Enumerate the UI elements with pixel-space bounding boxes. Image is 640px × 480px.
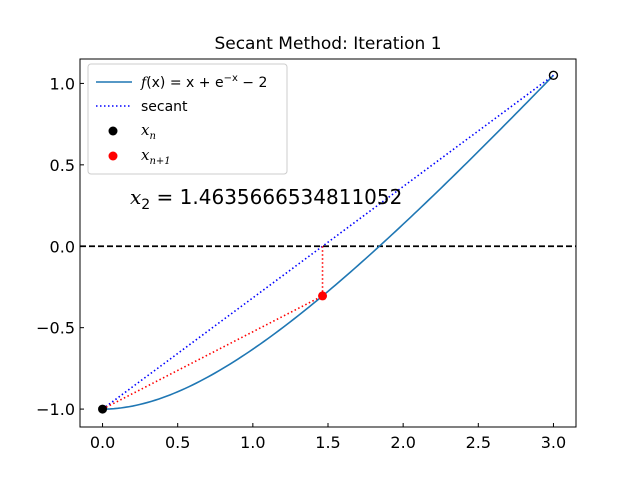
legend-xn-marker — [108, 126, 118, 136]
point-xn-plus-1 — [318, 291, 328, 301]
x-tick-label: 2.0 — [390, 433, 415, 452]
y-tick-label: −1.0 — [36, 400, 75, 419]
legend: f(x) = x + e−x − 2 secant xn xn+1 — [87, 63, 288, 175]
annotation-root-estimate: x2 = 1.4635666534811052 — [130, 185, 402, 213]
point-xn-end-hollow — [548, 70, 559, 80]
x-tick-label: 0.5 — [165, 433, 190, 452]
y-tick-label: 1.0 — [50, 74, 75, 93]
y-tick-label: −0.5 — [36, 319, 75, 338]
legend-function-label: f(x) = x + e−x − 2 — [140, 73, 267, 91]
y-tick-label: 0.5 — [50, 156, 75, 175]
x-tick-label: 3.0 — [541, 433, 566, 452]
x-tick-label: 0.0 — [90, 433, 115, 452]
chart-title: Secant Method: Iteration 1 — [214, 34, 441, 54]
data-layer — [80, 70, 576, 414]
x-tick-label: 1.0 — [240, 433, 265, 452]
legend-xn-label: xn — [141, 121, 156, 142]
legend-secant-label: secant — [141, 99, 188, 115]
secant-line — [102, 74, 554, 410]
x-tick-label: 2.5 — [466, 433, 491, 452]
legend-frame — [87, 63, 288, 175]
step-line-to-next — [102, 295, 323, 410]
legend-xnplus1-marker — [108, 151, 118, 161]
y-tick-label: 0.0 — [50, 237, 75, 256]
function-curve — [102, 74, 555, 410]
point-xn-start — [98, 404, 108, 414]
x-tick-label: 1.5 — [315, 433, 340, 452]
legend-xnplus1-label: xn+1 — [141, 146, 171, 167]
axes-layer: 0.0 0.5 1.0 1.5 2.0 2.5 3.0 −1.0 −0.5 0.0 0.5 1.0 — [36, 58, 577, 452]
